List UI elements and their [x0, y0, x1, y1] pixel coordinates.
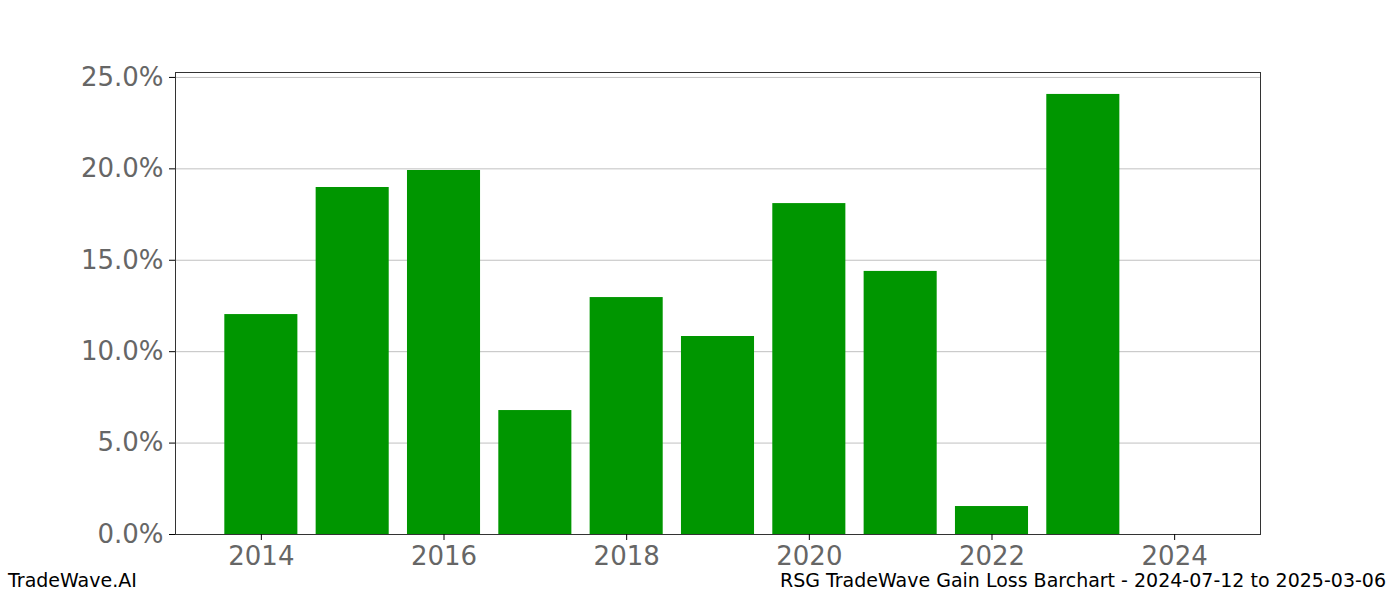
svg-text:2020: 2020 — [776, 541, 842, 571]
html-text:TradeWave.AI: TradeWave.AI — [8, 569, 137, 591]
svg-text:20.0%: 20.0% — [81, 153, 164, 183]
svg-text:15.0%: 15.0% — [81, 245, 164, 275]
svg-text:2014: 2014 — [228, 541, 294, 571]
svg-text:5.0%: 5.0% — [97, 427, 163, 457]
svg-text:2024: 2024 — [1142, 541, 1208, 571]
svg-text:10.0%: 10.0% — [81, 336, 164, 366]
html-text:RSG TradeWave Gain Loss Barcha: RSG TradeWave Gain Loss Barchart - 2024-… — [779, 569, 1386, 591]
svg-text:25.0%: 25.0% — [81, 62, 164, 92]
svg-text:2022: 2022 — [959, 541, 1025, 571]
svg-text:2018: 2018 — [594, 541, 660, 571]
svg-text:2016: 2016 — [411, 541, 477, 571]
svg-text:0.0%: 0.0% — [97, 519, 163, 549]
